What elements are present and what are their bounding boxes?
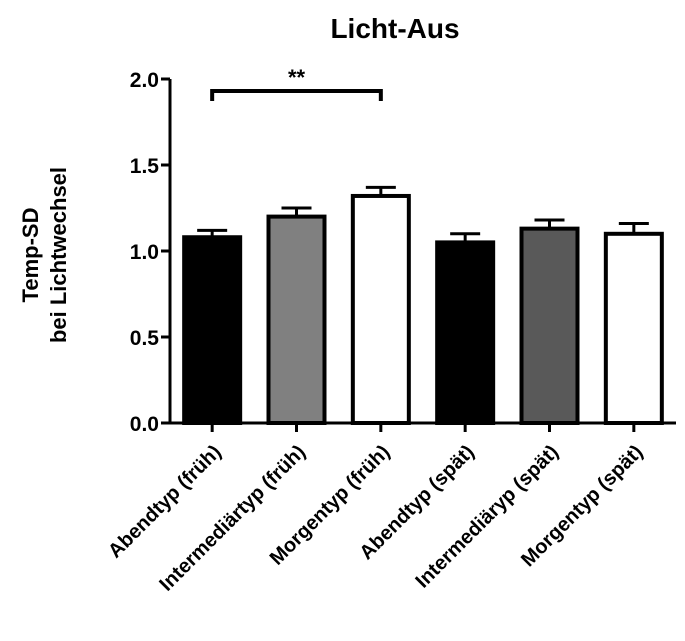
y-tick-label: 0.0 bbox=[130, 413, 159, 436]
x-tick-label: Intermediäryp (spät) bbox=[412, 441, 564, 593]
bar bbox=[266, 214, 327, 425]
significance-annotation: ** bbox=[210, 65, 383, 102]
y-axis-label-line-2: bei Lichtwechsel bbox=[46, 167, 71, 343]
y-axis-label-line-1: Temp-SD bbox=[18, 208, 43, 303]
y-tick-label: 1.5 bbox=[130, 155, 160, 178]
bar bbox=[435, 240, 496, 425]
y-tick-label: 1.0 bbox=[130, 241, 159, 264]
y-axis: 0.0 0.5 1.0 1.5 2.0 bbox=[130, 69, 676, 436]
bar bbox=[519, 226, 580, 425]
bar bbox=[603, 231, 664, 425]
y-tick-label: 0.5 bbox=[130, 327, 160, 350]
significance-label: ** bbox=[288, 65, 306, 90]
y-tick-label: 2.0 bbox=[130, 69, 159, 92]
x-axis-labels: Abendtyp (früh)Intermediärtyp (früh)Morg… bbox=[104, 423, 647, 596]
x-tick-label: Intermediärtyp (früh) bbox=[155, 441, 310, 596]
bar bbox=[350, 193, 411, 425]
significance-bracket bbox=[210, 89, 383, 102]
bars bbox=[182, 185, 664, 425]
bar bbox=[182, 235, 243, 425]
chart-title: Licht-Aus bbox=[330, 13, 459, 44]
